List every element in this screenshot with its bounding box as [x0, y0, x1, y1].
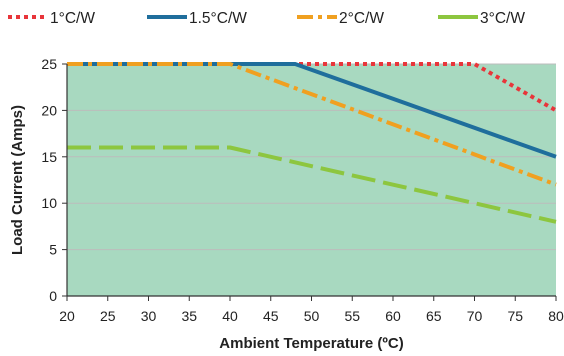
x-tick-label: 50 [304, 308, 320, 324]
legend-label: 1°C/W [50, 10, 95, 27]
x-tick-label: 30 [141, 308, 157, 324]
legend-item-4: 3°C/W [438, 10, 525, 27]
safe-operating-area [67, 64, 556, 296]
y-tick-label: 25 [41, 56, 57, 72]
axes [62, 63, 557, 301]
x-tick-label: 40 [222, 308, 238, 324]
y-tick-label: 15 [41, 149, 57, 165]
legend-label: 1.5°C/W [189, 10, 247, 27]
legend-label: 3°C/W [480, 10, 525, 27]
series-line-4 [67, 145, 557, 224]
legend-item-3: 2°C/W [297, 10, 384, 27]
y-tick-label: 5 [49, 242, 57, 258]
legend-label: 2°C/W [339, 10, 384, 27]
x-tick-label: 45 [263, 308, 279, 324]
y-tick-label: 20 [41, 102, 57, 118]
gridlines [67, 63, 556, 251]
series-line-3 [67, 62, 557, 187]
x-tick-labels: 20 25 30 35 40 45 50 55 60 65 70 75 80 [59, 308, 564, 324]
y-tick-label: 0 [49, 288, 57, 304]
x-tick-label: 80 [548, 308, 564, 324]
x-tick-label: 35 [181, 308, 197, 324]
legend-item-1: 1°C/W [8, 10, 95, 27]
legend-item-2: 1.5°C/W [147, 10, 247, 27]
x-tick-label: 75 [507, 308, 523, 324]
x-tick-label: 55 [344, 308, 360, 324]
series-line-2 [67, 62, 557, 159]
x-tick-label: 60 [385, 308, 401, 324]
x-tick-label: 25 [100, 308, 116, 324]
y-tick-label: 10 [41, 195, 57, 211]
x-axis-title: Ambient Temperature (ºC) [219, 335, 403, 352]
legend: 1°C/W 1.5°C/W 2°C/W 3°C/W [8, 10, 525, 27]
x-tick-label: 70 [467, 308, 483, 324]
x-tick-label: 20 [59, 308, 75, 324]
y-tick-labels: 0 5 10 15 20 25 [41, 56, 57, 304]
y-axis-title: Load Current (Amps) [9, 105, 26, 255]
series-lines [67, 62, 557, 224]
x-tick-label: 65 [426, 308, 442, 324]
